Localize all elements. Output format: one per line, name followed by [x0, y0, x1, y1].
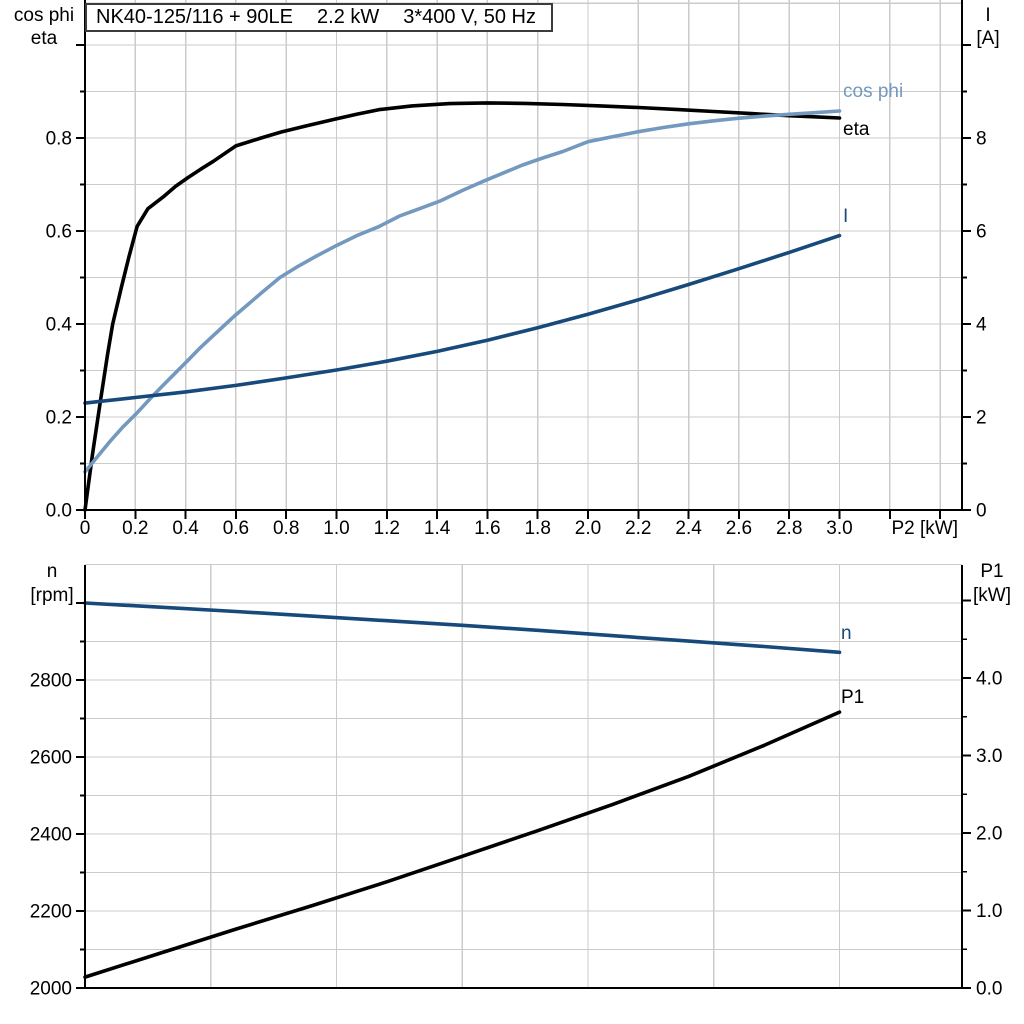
top-chart-plot: 0.0 0.2 0.4 0.6 0.8 0 2 4 6 8 0 0.2 0.4 0.6 0.8 1.0 1.2 1… [46, 0, 987, 539]
tick-label: 0.8 [46, 129, 72, 150]
tick-label: 2.4 [675, 518, 702, 539]
eta-curve-label: eta [843, 119, 870, 140]
power-in-curve-label: P1 [841, 687, 864, 708]
tick-label: 8 [976, 129, 987, 150]
tick-label: 2.6 [726, 518, 752, 539]
p1-curve [83, 710, 842, 979]
supply-voltage: 3*400 V, 50 Hz [403, 6, 536, 28]
tick-label: 0.4 [172, 518, 199, 539]
cos-phi-curve-label: cos phi [843, 81, 903, 102]
tick-label: 1.8 [524, 518, 550, 539]
tick-label: 0.2 [46, 408, 72, 429]
tick-label: 1.4 [424, 518, 451, 539]
chart-title-box: NK40-125/116 + 90LE 2.2 kW 3*400 V, 50 H… [85, 3, 553, 32]
tick-label: 0.0 [46, 501, 72, 522]
tick-label: 2.8 [776, 518, 802, 539]
tick-label: 2600 [30, 748, 72, 769]
top-right-axis-title-line2: [A] [976, 28, 999, 49]
tick-label: 4 [976, 315, 987, 336]
n-curve [83, 601, 842, 655]
tick-label: 0 [976, 501, 987, 522]
tick-label: 0 [80, 518, 91, 539]
tick-label: 0.8 [273, 518, 299, 539]
tick-label: 2 [976, 408, 987, 429]
motor-power: 2.2 kW [317, 6, 380, 28]
tick-label: 1.2 [374, 518, 400, 539]
bottom-left-axis-title-line1: n [47, 561, 58, 582]
top-left-axis-title-line2: eta [31, 28, 58, 49]
tick-label: 0.6 [46, 222, 72, 243]
tick-label: 0.6 [223, 518, 249, 539]
tick-label: 0.4 [46, 315, 73, 336]
tick-label: 0.0 [976, 979, 1002, 1000]
tick-label: 2000 [30, 979, 72, 1000]
top-left-axis-title-line1: cos phi [14, 5, 74, 26]
tick-label: 0.2 [122, 518, 148, 539]
speed-curve-label: n [841, 623, 852, 644]
tick-label: 1.0 [323, 518, 349, 539]
tick-label: 3.0 [976, 746, 1002, 767]
tick-label: 4.0 [976, 669, 1002, 690]
tick-label: 3.0 [826, 518, 852, 539]
tick-label: 1.6 [474, 518, 500, 539]
tick-label: 2.0 [976, 824, 1002, 845]
tick-label: 2.2 [625, 518, 651, 539]
top-right-axis-title-line1: I [985, 5, 990, 26]
tick-label: 2.0 [575, 518, 601, 539]
bottom-left-axis-title-line2: [rpm] [30, 585, 73, 606]
pump-model: NK40-125/116 + 90LE [96, 6, 294, 28]
tick-label: 1.0 [976, 901, 1002, 922]
bottom-right-axis-title-line1: P1 [980, 561, 1003, 582]
x-axis-title: P2 [kW] [891, 518, 958, 539]
tick-label: 2200 [30, 902, 72, 923]
i-curve [83, 233, 842, 405]
tick-label: 2800 [30, 671, 72, 692]
tick-label: 2400 [30, 825, 72, 846]
eta-curve [83, 101, 842, 512]
current-curve-label: I [843, 206, 848, 227]
cos-phi-curve [83, 109, 842, 474]
tick-label: 6 [976, 222, 987, 243]
bottom-right-axis-title-line2: [kW] [973, 585, 1011, 606]
bottom-chart-plot: 2000 2200 2400 2600 2800 0.0 1.0 2.0 3.0 4.0 [30, 563, 1002, 1000]
